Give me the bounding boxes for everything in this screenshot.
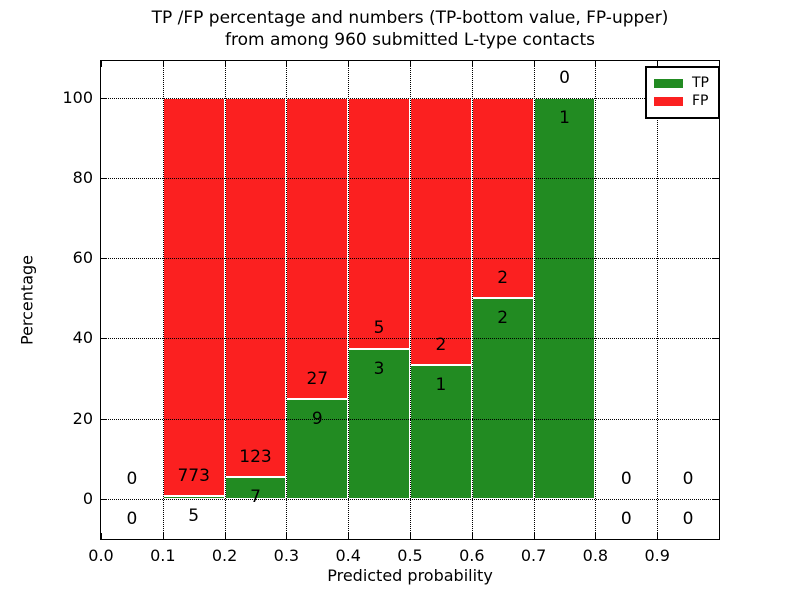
bar-segment-fp [410, 97, 472, 366]
bar-count-label-fp: 0 [620, 468, 632, 489]
tick-mark [162, 533, 164, 539]
chart-title-line1: TP /FP percentage and numbers (TP-bottom… [151, 8, 669, 28]
tick-mark [713, 258, 719, 260]
x-tick-label: 0.0 [88, 546, 114, 565]
tick-mark [101, 533, 102, 539]
x-tick-label: 0.9 [644, 546, 670, 565]
bar-count-label-tp: 0 [620, 508, 632, 529]
legend-item: FP [654, 94, 709, 109]
tick-mark [286, 61, 288, 67]
tick-mark [595, 533, 597, 539]
tick-mark [533, 61, 535, 67]
legend-label: FP [692, 93, 709, 109]
chart-title-line2: from among 960 submitted L-type contacts [224, 30, 595, 50]
bar-segment-fp [471, 97, 534, 299]
y-tick-label: 0 [82, 488, 93, 508]
bar-count-label-fp: 0 [559, 67, 570, 88]
tick-mark [713, 418, 719, 420]
x-tick-label: 0.8 [582, 546, 609, 565]
tick-mark [101, 61, 102, 67]
tick-mark [101, 418, 107, 420]
tick-mark [162, 61, 164, 67]
bar-count-label-tp: 0 [126, 508, 138, 529]
tick-mark [713, 498, 719, 500]
x-tick-label: 0.1 [150, 546, 176, 565]
tick-mark [101, 97, 107, 99]
legend-item: TP [654, 76, 709, 91]
tick-mark [410, 61, 411, 67]
bar-segment-tp [348, 348, 410, 499]
tick-mark [471, 61, 473, 67]
bar-segment-fp [162, 97, 225, 497]
gridline [657, 61, 659, 539]
legend-label: TP [692, 75, 709, 91]
legend-swatch-tp [654, 79, 683, 88]
bar-segment-tp [533, 97, 596, 499]
x-tick-label: 0.2 [211, 546, 238, 565]
y-tick-label: 60 [72, 248, 93, 268]
x-axis-label: Predicted probability [327, 566, 493, 585]
legend-swatch-fp [654, 97, 683, 106]
gridline [101, 498, 719, 500]
tick-mark [224, 533, 226, 539]
plot-area: TP FP 0 0 773 5 123 7 27 9 5 3 2 1 2 2 0 1 0 0 0 0 [100, 60, 720, 540]
x-tick-label: 0.6 [459, 546, 485, 565]
bar-segment-tp [410, 365, 472, 499]
tick-mark [657, 533, 659, 539]
tick-mark [101, 178, 107, 180]
bar-segment-fp [286, 97, 349, 399]
tick-mark [533, 533, 535, 539]
x-tick-label: 0.7 [520, 546, 547, 565]
tick-mark [101, 338, 107, 340]
tick-mark [348, 61, 350, 67]
bar-segment-tp [286, 398, 349, 499]
tick-mark [719, 61, 720, 67]
bar-count-label-tp: 0 [682, 508, 694, 529]
x-tick-label: 0.3 [273, 546, 300, 565]
bar-segment-fp [224, 97, 287, 478]
bar-segment-tp [224, 477, 287, 499]
gridline [595, 61, 597, 539]
x-tick-label: 0.4 [335, 546, 361, 565]
tick-mark [595, 61, 597, 67]
y-tick-label: 100 [62, 87, 93, 107]
bar-segment-tp [162, 496, 225, 499]
y-tick-label: 80 [72, 168, 93, 188]
bar-count-label-fp: 0 [126, 468, 138, 489]
tick-mark [713, 178, 719, 180]
x-tick-label: 0.5 [397, 546, 423, 565]
legend: TP FP [645, 66, 720, 119]
y-tick-label: 20 [72, 408, 93, 428]
bar-count-label-tp: 5 [188, 506, 200, 527]
tick-mark [410, 533, 411, 539]
tick-mark [286, 533, 288, 539]
tick-mark [719, 533, 720, 539]
tick-mark [348, 533, 350, 539]
bar-count-label-fp: 0 [682, 468, 694, 489]
chart-title: TP /FP percentage and numbers (TP-bottom… [110, 7, 710, 51]
y-tick-label: 40 [72, 328, 93, 348]
tick-mark [713, 338, 719, 340]
tick-mark [101, 258, 107, 260]
tick-mark [101, 498, 107, 500]
bar-segment-tp [471, 298, 534, 499]
tick-mark [224, 61, 226, 67]
tick-mark [471, 533, 473, 539]
bar-segment-fp [348, 97, 410, 349]
